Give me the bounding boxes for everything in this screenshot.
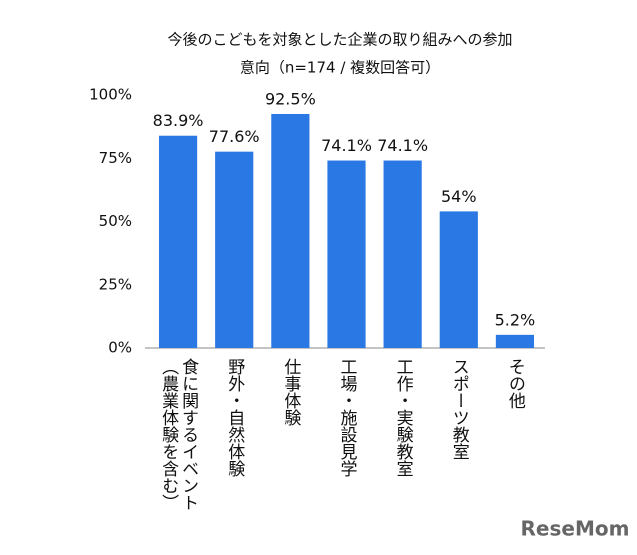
- bar: [158, 135, 198, 348]
- bar: [327, 160, 366, 348]
- x-tick-label: 工作・実験教室: [392, 358, 413, 477]
- watermark: ReseMom: [521, 517, 630, 541]
- value-label: 5.2%: [495, 310, 536, 329]
- value-label: 54%: [441, 187, 477, 206]
- value-label: 92.5%: [265, 89, 316, 108]
- y-tick-label: 25%: [99, 275, 132, 293]
- x-tick-label: 工場・施設見学: [336, 358, 357, 477]
- value-label: 77.6%: [209, 127, 260, 146]
- bar: [271, 113, 310, 348]
- chart-subtitle: 意向（n=174 / 複数回答可）: [240, 59, 440, 77]
- x-tick-label: 食に関するイベント（農業体験を含む）: [158, 358, 199, 511]
- y-tick-label: 75%: [99, 149, 132, 167]
- x-tick-label: スポーツ教室: [448, 358, 469, 460]
- x-tick-label: その他: [504, 358, 525, 409]
- value-label: 74.1%: [377, 136, 428, 155]
- bar: [439, 211, 478, 348]
- y-tick-label: 50%: [99, 212, 132, 230]
- bar: [383, 160, 422, 348]
- value-label: 74.1%: [321, 136, 372, 155]
- chart-title: 今後のこどもを対象とした企業の取り組みへの参加: [167, 31, 512, 49]
- x-tick-label: 野外・自然体験: [224, 358, 245, 477]
- value-label: 83.9%: [153, 111, 204, 130]
- bar: [215, 151, 254, 348]
- x-tick-label: 仕事体験: [280, 358, 301, 426]
- y-tick-label: 0%: [108, 339, 132, 357]
- y-tick-label: 100%: [89, 86, 132, 104]
- bar: [495, 334, 535, 348]
